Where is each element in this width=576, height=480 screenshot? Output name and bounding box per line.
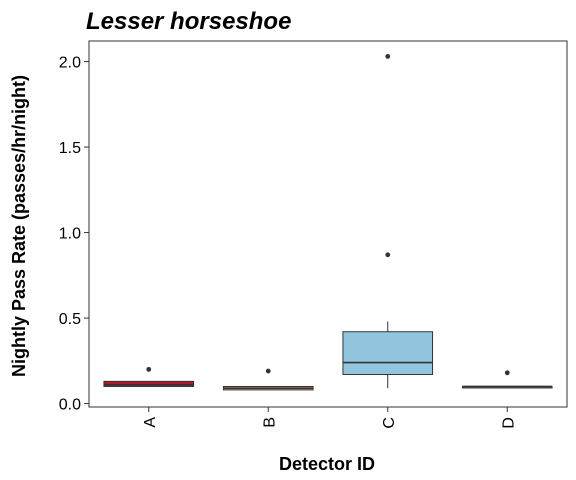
outlier-point: [504, 370, 510, 376]
box-iqr: [103, 380, 195, 387]
x-tick-label: D: [500, 417, 517, 429]
box-iqr: [342, 331, 434, 376]
x-axis-title: Detector ID: [279, 454, 375, 474]
y-tick-label: 0.0: [59, 397, 81, 414]
outlier-point: [385, 53, 391, 59]
x-tick-label: A: [142, 417, 159, 428]
y-axis: 0.0 0.5 1.0 1.5 2.0: [59, 55, 89, 414]
plot-panel: [88, 40, 568, 408]
x-tick-label: C: [381, 417, 398, 429]
y-tick-label: 1.0: [59, 226, 81, 243]
outlier-point: [265, 368, 271, 374]
box-D: [461, 370, 553, 389]
outlier-point: [385, 252, 391, 258]
y-tick-label: 1.5: [59, 140, 81, 157]
x-axis: A B C D: [142, 407, 517, 429]
x-tick-label: B: [261, 417, 278, 428]
chart-title: Lesser horseshoe: [86, 8, 291, 35]
y-tick-label: 0.5: [59, 311, 81, 328]
box-B: [222, 368, 314, 391]
box-C: [342, 53, 434, 389]
outlier-point: [146, 366, 152, 372]
boxes: [103, 53, 553, 391]
y-axis-title: Nightly Pass Rate (passes/hr/night): [9, 75, 29, 377]
y-tick-label: 2.0: [59, 55, 81, 72]
box-A: [103, 366, 195, 387]
